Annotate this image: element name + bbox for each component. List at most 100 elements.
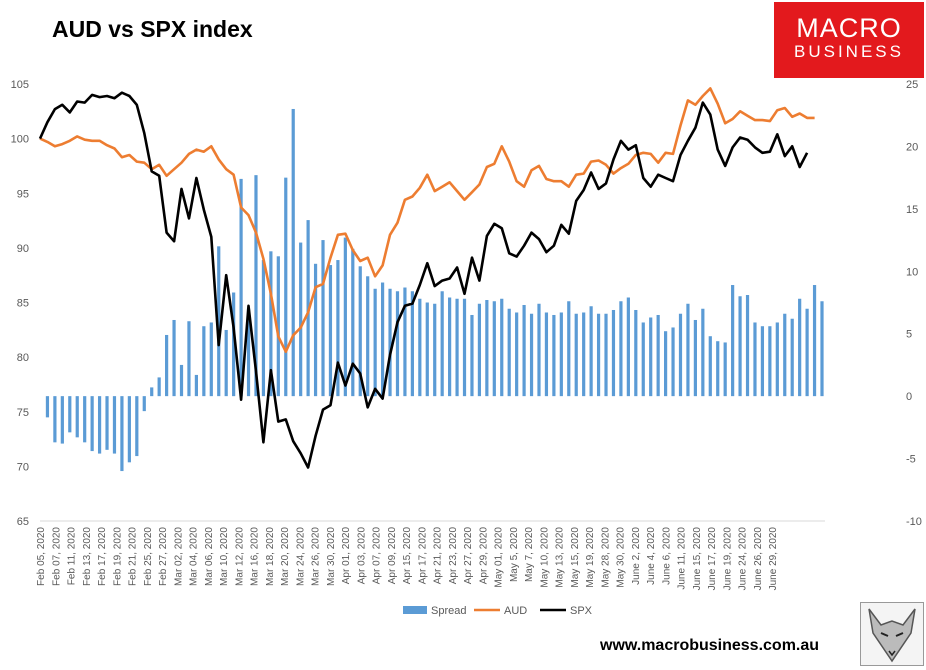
spread-bar (731, 285, 735, 397)
x-axis-tick-label: Mar 30, 2020 (326, 527, 337, 586)
spread-bar (649, 317, 653, 397)
x-axis-tick-label: Apr 07, 2020 (372, 527, 383, 585)
left-axis-tick-label: 65 (17, 516, 29, 528)
spread-bar (455, 298, 459, 397)
x-axis-tick-label: June 17, 2020 (707, 527, 718, 591)
left-axis-tick-label: 105 (11, 79, 29, 91)
spread-bar (373, 288, 377, 397)
fox-logo (860, 602, 924, 666)
x-axis-tick-label: Mar 20, 2020 (280, 527, 291, 586)
spread-bar (112, 396, 117, 454)
spread-bar (589, 306, 593, 397)
left-axis-tick-label: 95 (17, 188, 29, 200)
x-axis-tick-label: Feb 21, 2020 (128, 527, 139, 586)
x-axis-tick-label: Feb 11, 2020 (67, 527, 78, 586)
spread-bar (574, 313, 578, 397)
spread-bar (224, 329, 228, 397)
x-axis-tick-label: Apr 17, 2020 (417, 527, 428, 585)
spread-bar (656, 314, 660, 397)
spread-bar (544, 312, 549, 397)
x-axis-tick-label: June 11, 2020 (677, 527, 688, 590)
spread-bar (179, 364, 184, 397)
spread-bar (708, 336, 712, 397)
spread-bar (45, 396, 50, 418)
x-axis-tick-label: June 15, 2020 (692, 527, 703, 591)
left-axis-tick-label: 90 (17, 243, 29, 255)
x-axis-tick-label: Mar 12, 2020 (234, 527, 245, 586)
spread-bar (745, 295, 750, 397)
x-axis-tick-label: Apr 29, 2020 (478, 527, 489, 585)
left-axis-tick-label: 100 (11, 134, 29, 146)
spread-bar (336, 260, 340, 397)
spread-bar (738, 296, 742, 397)
right-axis-tick-label: 15 (906, 204, 918, 216)
spread-bar (313, 263, 318, 397)
spread-bar (582, 312, 586, 397)
spread-bar (120, 396, 124, 472)
x-axis-tick-label: June 6, 2020 (661, 527, 672, 585)
x-axis-tick-label: Mar 04, 2020 (189, 527, 200, 586)
spread-bar (53, 396, 57, 443)
spread-bar (567, 301, 571, 397)
spread-bar (686, 303, 690, 397)
x-axis-tick-label: Feb 25, 2020 (143, 527, 154, 586)
x-axis-tick-label: May 13, 2020 (555, 527, 566, 588)
spread-bar (395, 291, 400, 397)
spread-bar (209, 322, 213, 397)
x-axis-tick-label: Apr 15, 2020 (402, 527, 413, 585)
spread-bar (299, 242, 303, 397)
spread-bar (485, 300, 489, 397)
x-axis-tick-label: Mar 18, 2020 (265, 527, 276, 586)
spread-bar (641, 322, 645, 397)
x-axis-tick-label: Feb 27, 2020 (158, 527, 169, 586)
spread-bar (753, 322, 757, 397)
x-axis-tick-label: Feb 13, 2020 (82, 527, 93, 586)
left-axis-tick-label: 85 (17, 298, 29, 310)
logo-line-1: MACRO (796, 13, 902, 43)
spread-bar (75, 396, 79, 438)
spread-bar (410, 291, 414, 397)
spread-bar (351, 248, 355, 397)
spread-bar (321, 240, 325, 397)
spread-bar (559, 312, 563, 397)
spread-bar (105, 396, 109, 450)
x-axis-tick-label: Mar 02, 2020 (173, 527, 184, 586)
x-axis-tick-label: Feb 17, 2020 (97, 527, 108, 586)
spread-bar (529, 313, 534, 397)
right-axis-tick-label: 0 (906, 391, 912, 403)
x-axis-tick-label: Apr 21, 2020 (433, 527, 444, 585)
website-url: www.macrobusiness.com.au (600, 637, 820, 654)
x-axis-tick-label: June 26, 2020 (753, 527, 764, 591)
spread-bar (760, 326, 765, 397)
x-axis-tick-label: June 2, 2020 (631, 527, 642, 585)
spread-bar (671, 327, 675, 397)
spread-bar (507, 308, 511, 397)
legend-label-spread: Spread (431, 605, 466, 617)
x-axis-tick-label: Feb 05, 2020 (36, 527, 47, 586)
spread-bar (596, 313, 601, 397)
x-axis-tick-label: Mar 16, 2020 (250, 527, 261, 586)
spread-bar (97, 396, 102, 454)
spread-bar (291, 108, 295, 397)
spread-bar (716, 341, 720, 397)
x-axis-tick-label: Apr 03, 2020 (356, 527, 367, 585)
spread-bar (157, 377, 161, 397)
x-axis-tick-label: Feb 07, 2020 (51, 527, 62, 586)
spread-bar (790, 318, 794, 397)
spread-bar (276, 256, 280, 397)
spread-bar (820, 301, 824, 397)
right-axis-tick-label: 20 (906, 141, 918, 153)
x-axis-tick-label: Apr 09, 2020 (387, 527, 398, 585)
spread-bar (775, 322, 779, 397)
right-axis-tick-label: 5 (906, 329, 912, 341)
spread-bar (798, 298, 802, 397)
spread-bar (619, 301, 623, 397)
left-axis-tick-label: 75 (17, 407, 29, 419)
spread-bar (611, 309, 616, 397)
x-axis-tick-label: June 4, 2020 (646, 527, 657, 585)
spread-bar (723, 342, 727, 397)
x-axis-tick-label: Mar 06, 2020 (204, 527, 215, 586)
x-axis-tick-label: May 5, 2020 (509, 527, 520, 582)
spread-bar (388, 288, 392, 397)
spread-bar (664, 331, 668, 397)
